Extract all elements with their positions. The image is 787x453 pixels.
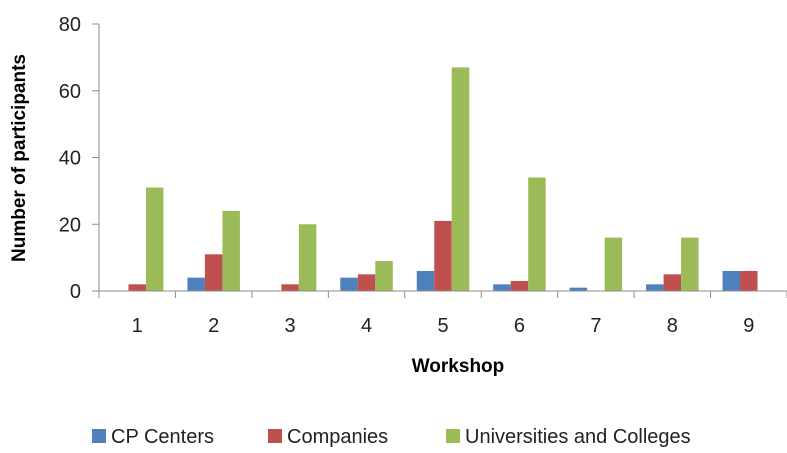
y-tick-label: 20 [59, 214, 81, 236]
x-tick-label: 1 [132, 315, 143, 337]
x-tick-label: 7 [590, 315, 601, 337]
x-tick-label: 6 [514, 315, 525, 337]
bar [528, 177, 546, 291]
x-tick-label: 4 [361, 315, 372, 337]
legend: CP Centers Companies Universities and Coll… [92, 426, 691, 448]
bar [681, 237, 699, 291]
bar [416, 270, 435, 291]
bar [281, 284, 299, 291]
bar [493, 284, 511, 291]
bar [298, 224, 317, 291]
x-tick-label: 5 [437, 315, 448, 337]
bar [375, 260, 393, 291]
bar [204, 254, 223, 291]
x-tick-label: 8 [667, 315, 678, 337]
bar [663, 274, 682, 291]
y-axis-title: Number of participants [9, 54, 30, 262]
legend-swatch [446, 429, 460, 443]
bar [510, 280, 529, 291]
bar [646, 284, 664, 291]
bar [740, 270, 758, 291]
x-axis-title: Workshop [412, 356, 505, 377]
bars [128, 67, 758, 291]
y-axis-ticks: 0 20 40 60 80 [59, 14, 99, 303]
bar [722, 270, 741, 291]
x-axis-ticks: 1 2 3 4 5 6 7 8 9 [98, 291, 787, 337]
bar [222, 210, 240, 291]
bar [569, 287, 588, 291]
y-tick-label: 60 [59, 81, 81, 103]
bar [357, 274, 376, 291]
x-tick-label: 3 [285, 315, 296, 337]
y-tick-label: 80 [59, 14, 81, 36]
legend-label: CP Centers [111, 426, 214, 448]
bar [145, 187, 164, 291]
bar [340, 277, 358, 291]
legend-swatch [92, 429, 106, 443]
legend-swatch [268, 429, 282, 443]
legend-label: Universities and Colleges [465, 426, 691, 448]
y-tick-label: 40 [59, 148, 81, 170]
y-tick-label: 0 [70, 281, 81, 303]
bar [451, 67, 470, 291]
bar [604, 237, 623, 291]
bar [434, 220, 452, 291]
legend-label: Companies [287, 426, 388, 448]
x-tick-label: 2 [208, 315, 219, 337]
bar [128, 284, 146, 291]
x-tick-label: 9 [743, 315, 754, 337]
bar [187, 277, 205, 291]
